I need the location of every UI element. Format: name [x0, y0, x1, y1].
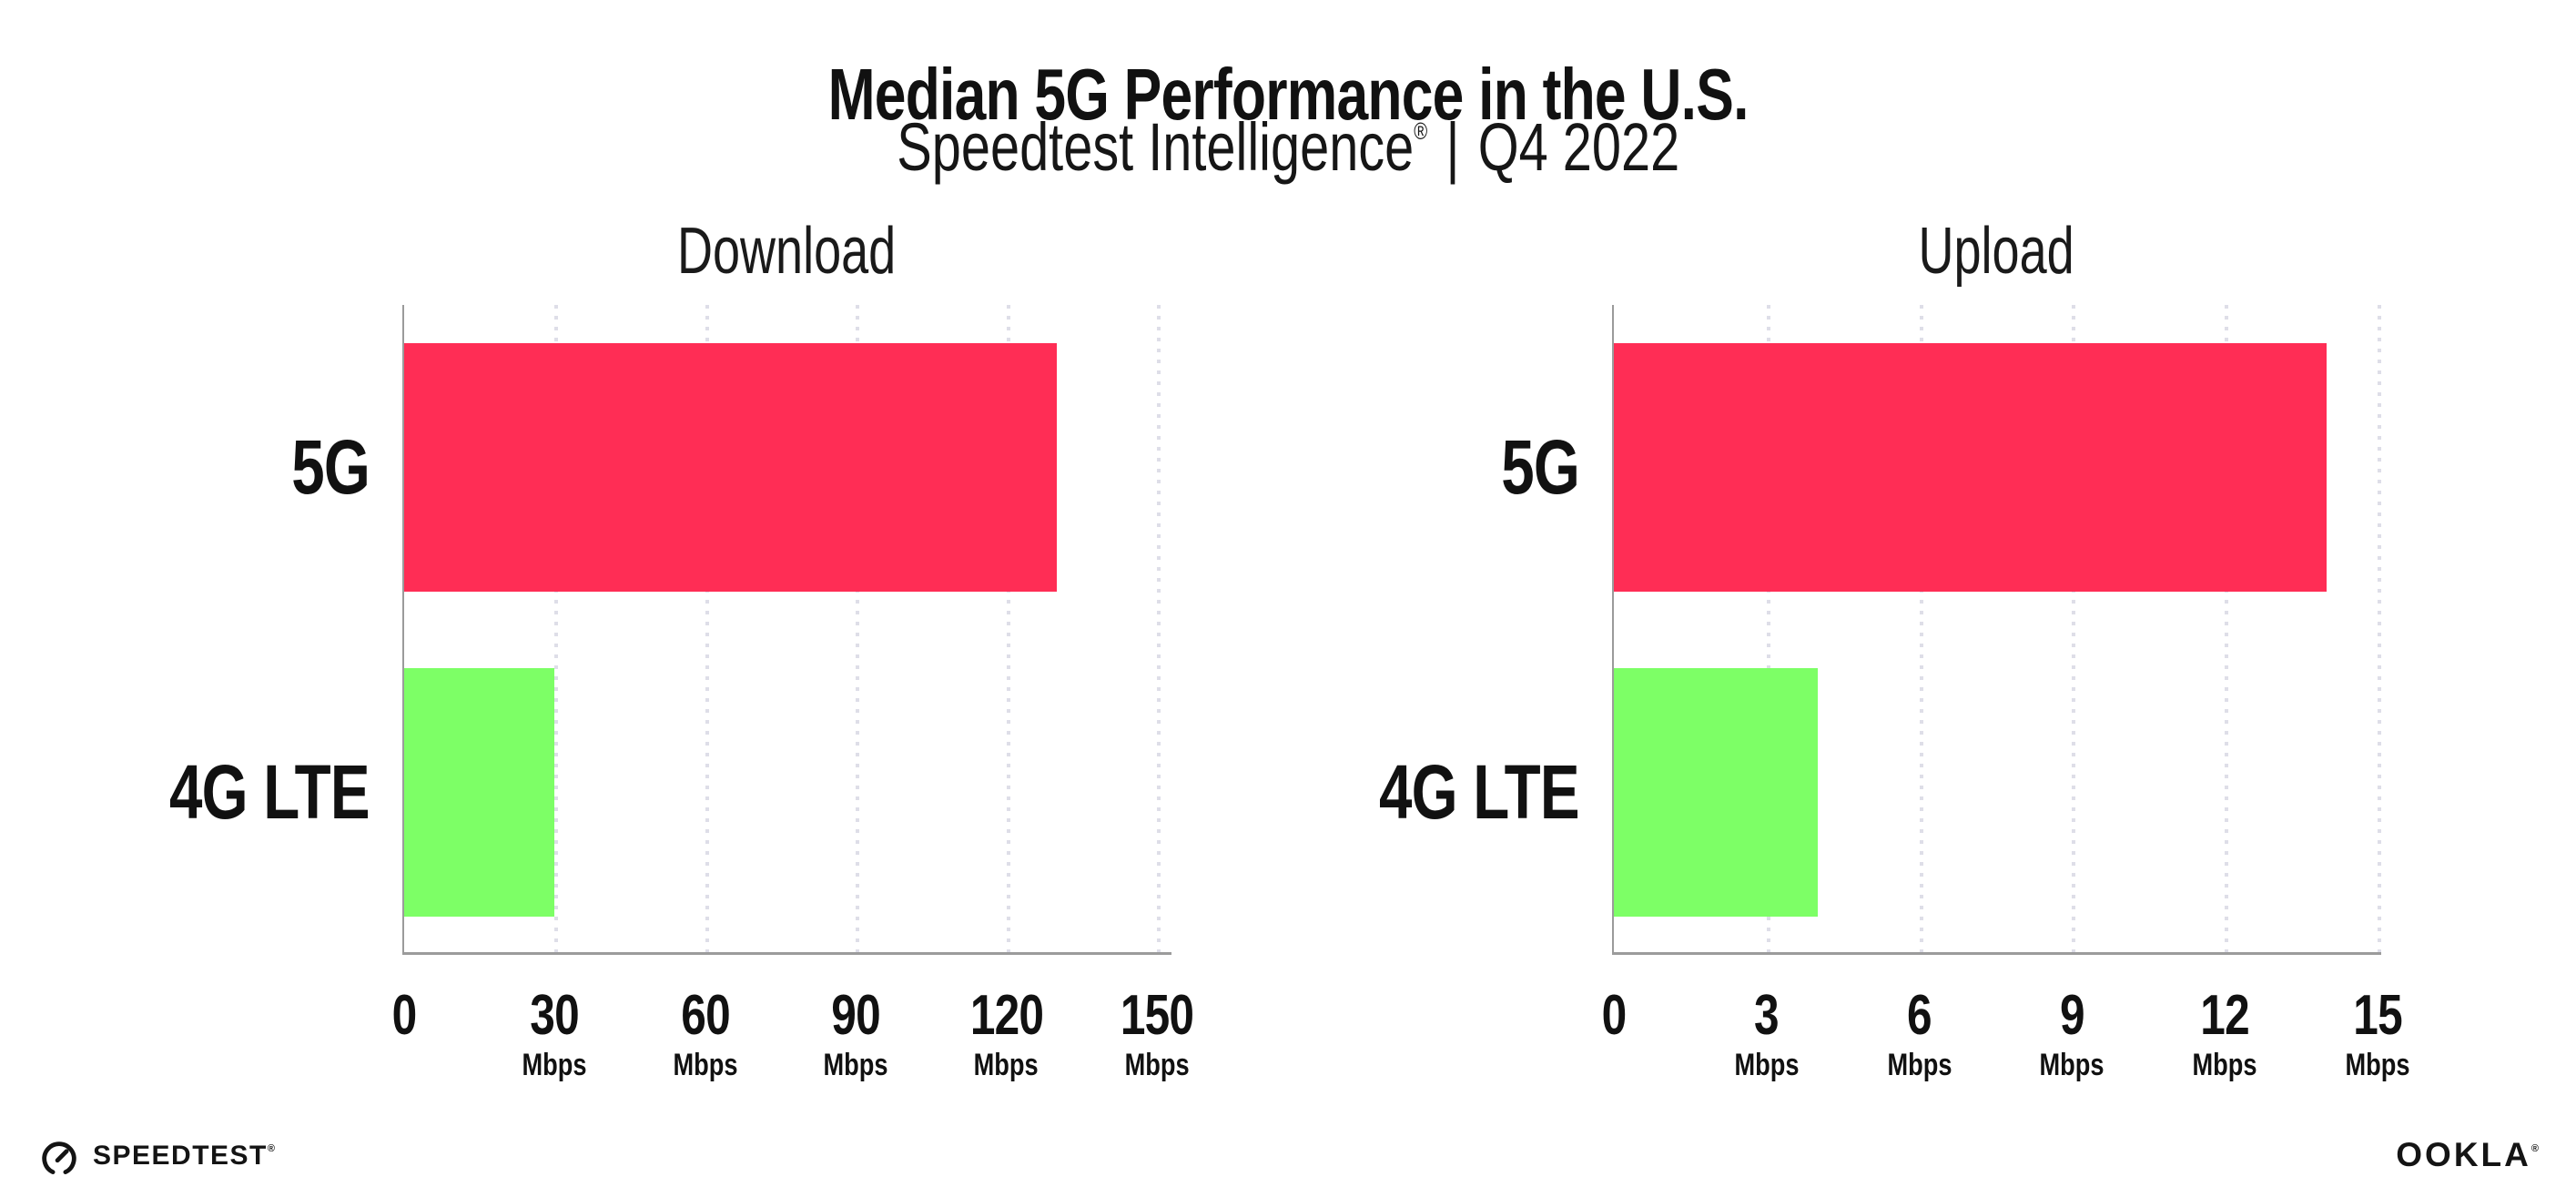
x-tick-label: 150 — [1120, 984, 1194, 1047]
subtitle-separator: | — [1445, 109, 1460, 185]
x-tick-unit: Mbps — [974, 1048, 1040, 1082]
upload-x-axis: 0 3 Mbps 6 Mbps 9 Mbps 12 Mbps 15 Mbps — [1602, 955, 2410, 1101]
speedtest-logo: SPEEDTEST® — [38, 1135, 276, 1177]
gridline-9 — [2072, 305, 2076, 952]
category-label-4g-lte: 4G LTE — [1379, 749, 1580, 835]
x-tick-label: 0 — [1601, 984, 1628, 1047]
x-tick-unit: Mbps — [1734, 1048, 1800, 1082]
x-tick-90: 90 Mbps — [816, 984, 897, 1083]
speedtest-registered-mark: ® — [267, 1143, 277, 1154]
x-tick-label: 6 — [1907, 984, 1932, 1047]
gridline-60 — [705, 305, 709, 952]
x-tick-label: 30 — [530, 984, 580, 1047]
x-tick-label: 12 — [2200, 984, 2249, 1047]
x-tick-unit: Mbps — [522, 1048, 587, 1082]
speedtest-wordmark: SPEEDTEST — [93, 1141, 268, 1171]
x-tick-30: 30 Mbps — [514, 984, 595, 1083]
page-subtitle: Speedtest Intelligence® | Q4 2022 — [0, 95, 2576, 184]
page-title-text: Median 5G Performance in the U.S. — [827, 53, 1749, 135]
gridline-120 — [1006, 305, 1010, 952]
x-tick-unit: Mbps — [823, 1048, 888, 1082]
x-tick-unit: Mbps — [2192, 1048, 2257, 1082]
x-tick-unit: Mbps — [1887, 1048, 1952, 1082]
x-tick-label: 120 — [969, 984, 1043, 1047]
registered-mark: ® — [1414, 117, 1427, 145]
bar-4g-lte-upload — [1614, 668, 1818, 917]
gridline-6 — [1919, 305, 1923, 952]
x-tick-150: 150 Mbps — [1111, 984, 1202, 1083]
upload-plot-area — [1612, 305, 2381, 955]
x-tick-label: 90 — [831, 984, 880, 1047]
subtitle-period: Q4 2022 — [1477, 109, 1679, 185]
upload-chart-title: Upload — [1918, 215, 2075, 288]
gridline-30 — [554, 305, 559, 952]
x-tick-60: 60 Mbps — [664, 984, 745, 1083]
bar-5g-upload — [1614, 343, 2328, 592]
x-tick-unit: Mbps — [1124, 1048, 1190, 1082]
x-tick-9: 9 Mbps — [2032, 984, 2113, 1083]
x-tick-unit: Mbps — [673, 1048, 738, 1082]
ookla-wordmark: OOKLA — [2396, 1136, 2531, 1173]
gridline-12 — [2225, 305, 2229, 952]
x-tick-15: 15 Mbps — [2338, 984, 2419, 1083]
x-tick-label: 15 — [2353, 984, 2402, 1047]
download-chart-title: Download — [677, 215, 897, 288]
x-tick-label: 0 — [391, 984, 418, 1047]
gridline-90 — [856, 305, 860, 952]
category-label-5g: 5G — [291, 424, 370, 510]
bar-4g-lte-download — [404, 668, 555, 917]
x-tick-label: 9 — [2059, 984, 2085, 1047]
x-tick-unit: Mbps — [2345, 1048, 2410, 1082]
gridline-150 — [1157, 305, 1161, 952]
download-x-axis: 0 30 Mbps 60 Mbps 90 Mbps 120 Mbps 150 Mbps — [392, 955, 1194, 1101]
category-label-5g: 5G — [1501, 424, 1580, 510]
x-tick-0: 0 — [389, 988, 419, 1044]
gridline-15 — [2378, 305, 2381, 952]
bar-5g-download — [404, 343, 1057, 592]
x-tick-6: 6 Mbps — [1879, 984, 1960, 1083]
subtitle-brand: Speedtest Intelligence — [897, 109, 1415, 185]
ookla-logo: OOKLA® — [2396, 1136, 2541, 1174]
x-tick-120: 120 Mbps — [960, 984, 1051, 1083]
x-tick-0: 0 — [1598, 988, 1628, 1044]
download-chart: Download 5G 4G LTE 0 30 Mbps 60 Mbps 90 Mbps 12… — [169, 217, 1194, 1082]
x-tick-3: 3 Mbps — [1726, 984, 1807, 1083]
gridline-3 — [1766, 305, 1770, 952]
x-tick-12: 12 Mbps — [2185, 984, 2266, 1083]
x-tick-label: 60 — [681, 984, 730, 1047]
upload-chart: Upload 5G 4G LTE 0 3 Mbps 6 Mbps 9 Mbps 12 Mbps 1… — [1379, 217, 2409, 1082]
x-tick-label: 3 — [1754, 984, 1780, 1047]
page-title: Median 5G Performance in the U.S. — [0, 53, 2576, 135]
ookla-registered-mark: ® — [2530, 1143, 2541, 1154]
download-plot-area — [402, 305, 1171, 955]
category-label-4g-lte: 4G LTE — [169, 749, 370, 835]
x-tick-unit: Mbps — [2039, 1048, 2104, 1082]
gauge-icon — [42, 1141, 76, 1175]
